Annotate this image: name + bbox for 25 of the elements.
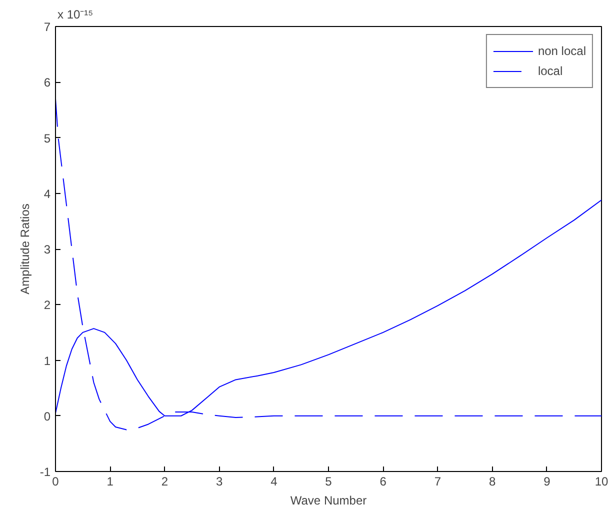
y-tick-label: 7 (44, 20, 51, 34)
x-tick-label: 1 (106, 474, 114, 488)
legend-label: non local (538, 44, 586, 58)
x-tick-label: 7 (434, 474, 442, 488)
x-tick-label: 0 (52, 474, 60, 488)
x-tick-label: 9 (544, 474, 551, 488)
y-tick-label: 2 (44, 298, 51, 312)
x-tick-label: 3 (216, 474, 223, 488)
x-tick-label: 8 (488, 474, 496, 488)
y-tick-label: 0 (44, 409, 51, 424)
y-axis-title: Amplitude Ratios (18, 204, 32, 294)
y-tick-label: 3 (44, 242, 51, 256)
x-tick-label: 10 (594, 474, 608, 488)
y-tick-label: -1 (40, 465, 51, 479)
x-tick-label: 6 (380, 474, 387, 488)
x-axis-title: Wave Number (290, 494, 367, 508)
text: x 10⁻¹⁵ (58, 8, 94, 22)
y-tick-label: 6 (44, 76, 51, 90)
legend-label: local (538, 64, 563, 78)
y-tick-label: 5 (44, 131, 51, 146)
y-tick-label: 4 (44, 186, 51, 201)
y-tick-label: 1 (44, 354, 51, 368)
x-tick-label: 2 (161, 474, 168, 488)
x-tick-label: 5 (325, 474, 332, 488)
x-tick-label: 4 (270, 474, 278, 488)
